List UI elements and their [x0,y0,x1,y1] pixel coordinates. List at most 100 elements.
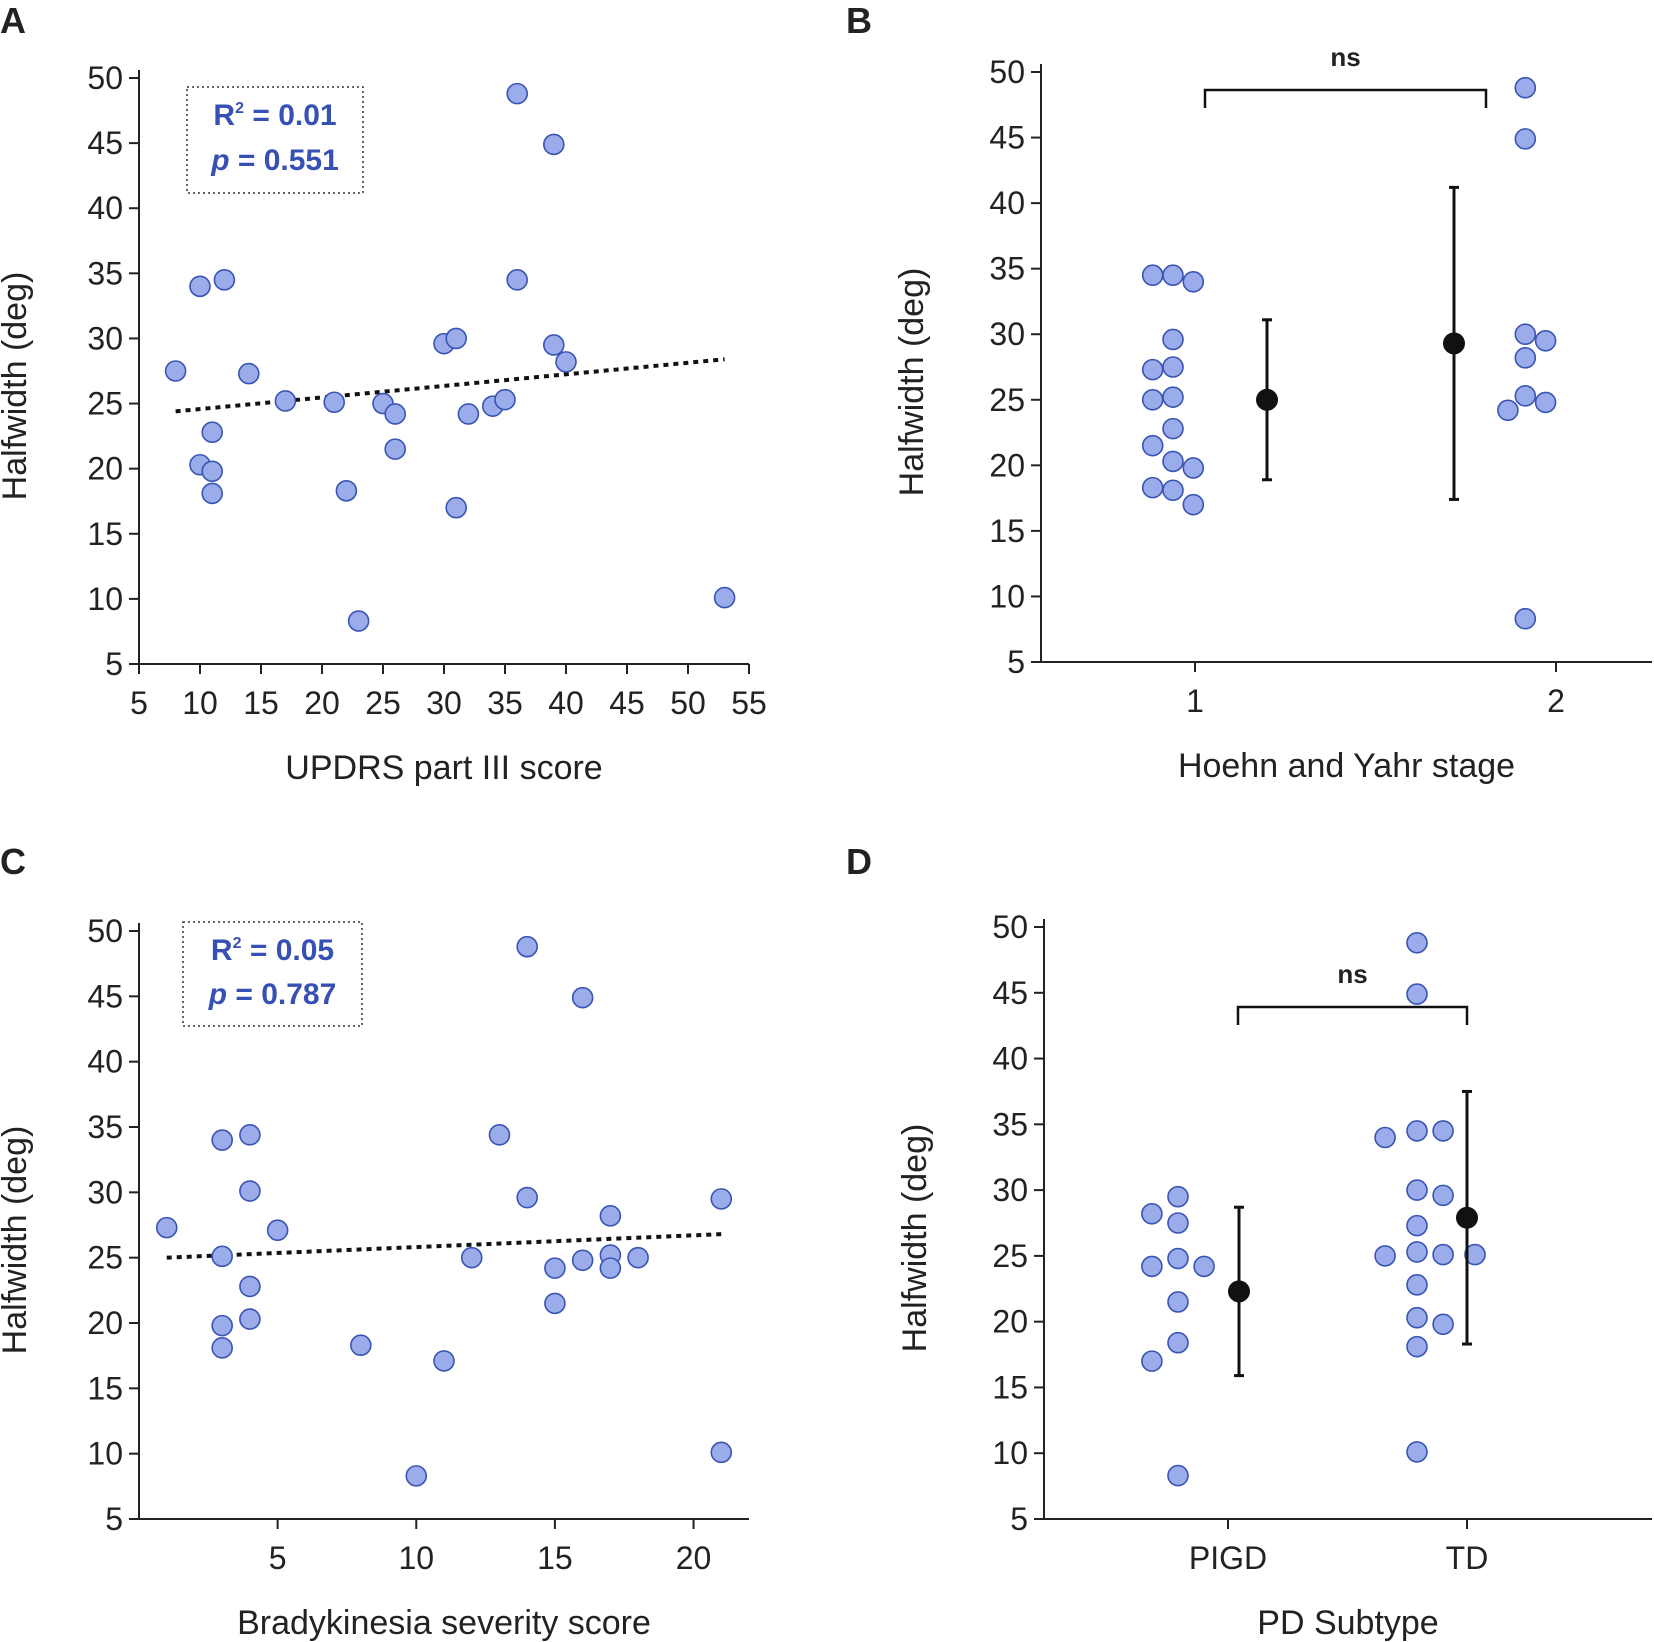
y-tick-label: 10 [989,578,1025,614]
panel-letter: C [0,841,26,882]
panel-letter: A [0,0,26,41]
data-point [347,610,370,632]
data-point [544,1257,566,1279]
x-tick-label: 45 [609,685,645,721]
data-point [274,390,297,412]
panel-b: B 5 10 15 20 25 30 35 40 45 50 Halfwidth (deg) 1 2 Hoe… [846,0,1652,785]
data-point [599,1257,622,1279]
data-point [542,334,565,356]
data-point [445,496,468,519]
y-tick-label: 30 [989,316,1025,352]
data-point [211,1314,233,1337]
panel-c: C 5 10 15 20 25 30 35 40 45 50 Halfwidth (deg) 5 10 15… [0,841,749,1642]
stats-box [186,86,364,194]
data-point [213,269,236,291]
data-point [555,351,577,373]
data-point [239,1124,261,1146]
y-tick-label: 15 [989,513,1025,549]
data-point [323,391,346,414]
data-point [1406,1179,1428,1201]
data-point [1141,1350,1163,1372]
data-point [433,1350,455,1372]
significance-label: ns [1337,959,1367,989]
data-point [1141,388,1164,411]
data-point [1167,1247,1189,1270]
y-tick-label: 50 [992,909,1028,945]
y-tick-label: 20 [87,451,123,487]
data-point [506,269,529,291]
data-point [1514,607,1537,630]
data-point [201,421,223,444]
data-point [1162,264,1184,287]
data-point [1514,76,1537,99]
data-point [1162,417,1184,440]
data-point [445,327,468,350]
stats-box [182,921,363,1027]
data-point [1534,391,1557,414]
data-point [516,1186,538,1209]
category-label: 1 [1186,683,1204,719]
y-tick-label: 40 [87,190,123,226]
data-point [1162,450,1184,473]
group-mean [1256,388,1278,411]
data-point [1497,399,1519,422]
data-point [211,1129,233,1151]
data-point [516,935,538,958]
y-tick-label: 10 [87,581,123,617]
data-point [571,1249,594,1272]
data-point [710,1441,733,1464]
significance-bracket [1236,1005,1469,1025]
data-point [571,986,594,1009]
data-point [1406,1441,1428,1463]
x-tick-label: 10 [182,685,218,721]
panel-letter: D [846,841,872,882]
category-label: 2 [1547,683,1565,719]
x-axis-title: PD Subtype [1257,1604,1438,1642]
x-tick-label: 55 [731,685,767,721]
data-point [1514,347,1537,369]
y-tick-label: 25 [989,382,1025,418]
data-point [211,1245,233,1268]
data-point [1406,1214,1428,1237]
y-axis-title: Halfwidth (deg) [893,268,931,497]
data-point [1162,479,1184,502]
data-point [384,438,407,460]
data-point [542,133,565,156]
data-point [1167,1185,1189,1208]
group-mean [1228,1280,1250,1303]
significance-bracket [1203,88,1488,108]
y-tick-label: 20 [992,1304,1028,1340]
significance-label: ns [1330,42,1360,72]
y-tick-label: 50 [87,60,123,96]
y-tick-label: 35 [992,1106,1028,1142]
y-tick-label: 40 [87,1044,123,1080]
data-point [201,460,223,483]
y-tick-label: 5 [105,646,123,682]
data-point [627,1246,649,1269]
data-point [1141,476,1164,499]
y-axis-title: Halfwidth (deg) [0,1126,34,1355]
y-tick-label: 40 [989,185,1025,221]
data-point [1167,1464,1189,1487]
data-point [1141,358,1164,381]
data-point [1432,1184,1454,1207]
y-tick-label: 25 [992,1238,1028,1274]
y-tick-label: 30 [87,320,123,356]
data-point [1167,1212,1189,1234]
x-tick-label: 20 [304,685,340,721]
y-tick-label: 25 [87,386,123,422]
r-squared-label: R2 = 0.05 [211,934,334,967]
data-point [239,1308,261,1330]
data-point [335,480,358,502]
group-mean [1443,332,1465,355]
data-point [1167,1291,1189,1313]
data-point [238,362,260,385]
group-mean [1456,1206,1478,1229]
data-point [1182,457,1205,479]
y-tick-label: 45 [87,978,123,1014]
data-point [1432,1120,1454,1142]
data-point [1162,328,1184,351]
data-point [1406,1120,1428,1142]
y-tick-label: 15 [87,516,123,552]
data-point [1464,1243,1486,1266]
